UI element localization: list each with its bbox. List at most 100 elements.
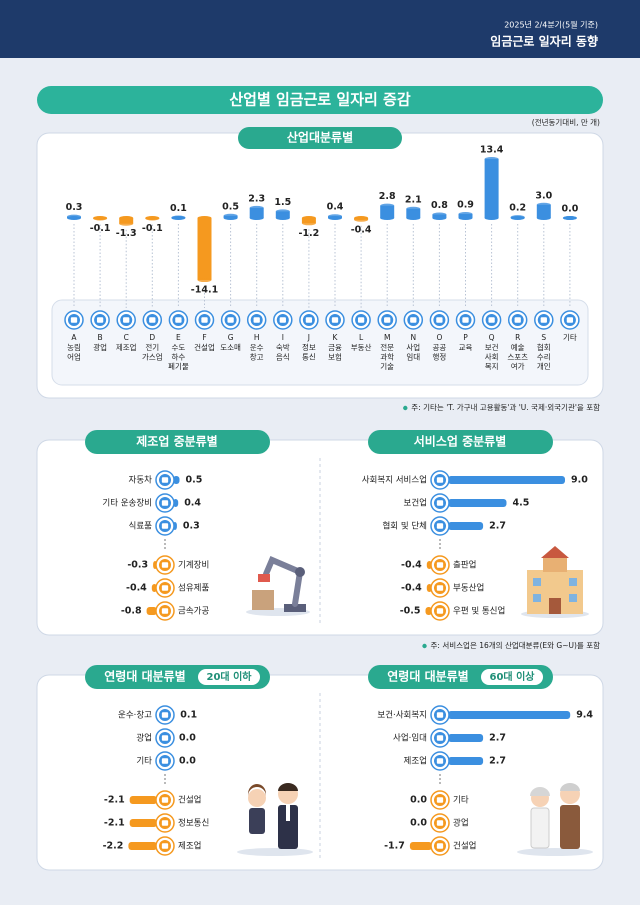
icon: [540, 317, 547, 323]
bar-cap: [458, 212, 473, 217]
category-label: 사업·임대: [393, 733, 427, 744]
icon: [384, 317, 391, 323]
icon: [436, 797, 444, 803]
category-label: 정보통신: [178, 818, 209, 829]
value-label: -1.3: [116, 228, 137, 239]
bar: [448, 711, 571, 719]
category-name: 전기: [145, 342, 159, 352]
category-code: K: [333, 333, 339, 342]
category-name: 운수: [250, 343, 264, 352]
icon: [566, 317, 574, 323]
category-code: A: [71, 333, 77, 342]
icon: [161, 585, 169, 591]
icon: [161, 608, 169, 614]
young-people-illustration: [237, 783, 313, 856]
category-label: 식료품: [129, 522, 153, 532]
category-code: J: [307, 333, 310, 342]
category-name: 보험: [328, 353, 342, 362]
ellipsis-dot: [439, 539, 441, 541]
icon: [305, 317, 313, 323]
value-label: 0.0: [179, 756, 196, 767]
icon: [161, 735, 169, 741]
value-label: -14.1: [191, 285, 218, 296]
category-name: 하수: [171, 352, 185, 362]
category-name: 음식: [276, 353, 290, 362]
icon: [331, 317, 339, 323]
icon: [227, 317, 234, 323]
category-name: 통신: [302, 353, 316, 362]
value-label: 0.8: [431, 200, 448, 211]
category-name: 행정: [432, 352, 446, 362]
category-code: Q: [489, 333, 495, 342]
category-name: 금융: [328, 343, 342, 352]
category-name: 복지: [485, 362, 499, 371]
icon: [253, 317, 260, 323]
value-label: -0.8: [121, 606, 142, 617]
value-label: -0.1: [142, 223, 163, 234]
icon: [70, 317, 78, 323]
header-bar: [0, 0, 640, 58]
panel-title: 산업대분류별: [287, 130, 353, 145]
category-label: 기타 운송장비: [102, 498, 152, 509]
value-label: 0.1: [170, 203, 187, 214]
icon: [436, 712, 444, 718]
bar: [128, 842, 157, 850]
value-label: 0.9: [457, 200, 474, 211]
value-label: 9.4: [576, 710, 593, 721]
value-label: 0.2: [509, 203, 526, 214]
icon: [161, 758, 169, 764]
category-code: E: [176, 333, 181, 342]
value-label: 0.4: [184, 498, 201, 509]
value-label: -0.4: [126, 583, 147, 594]
icon: [149, 317, 156, 323]
value-label: -0.5: [400, 606, 421, 617]
bar: [448, 734, 484, 742]
bar: [380, 205, 395, 218]
bar: [129, 796, 157, 804]
unit: (전년동기대비, 만 개): [532, 117, 600, 127]
category-name: 수리: [537, 353, 551, 362]
bar-cap: [380, 203, 395, 208]
category-name: 폐기물: [168, 361, 189, 371]
icon: [123, 317, 130, 323]
value-label: 0.4: [327, 202, 344, 213]
value-label: 2.1: [405, 194, 422, 205]
value-label: 0.1: [180, 710, 197, 721]
icon: [161, 843, 169, 849]
bar: [173, 476, 180, 484]
value-label: 0.0: [410, 818, 427, 829]
value-label: -1.2: [299, 228, 320, 239]
icon: [436, 317, 443, 323]
category-name: 기타: [563, 333, 577, 342]
icon: [161, 820, 169, 826]
bar-cap: [223, 213, 238, 218]
icon: [436, 843, 444, 849]
senior-people-illustration: [517, 783, 593, 856]
main-title: 산업별 임금근로 일자리 증감: [229, 91, 410, 109]
value-label: 0.0: [561, 204, 578, 215]
ellipsis-dot: [164, 774, 166, 776]
icon: [436, 608, 444, 614]
note: 주: 기타는 'T. 가구내 고용활동'과 'U. 국제·외국기관'을 포함: [411, 402, 600, 412]
icon: [436, 523, 444, 529]
category-code: B: [98, 333, 103, 342]
bar: [301, 218, 316, 224]
icon: [161, 523, 169, 529]
value-label: -0.4: [401, 583, 422, 594]
category-name: 숙박: [276, 342, 290, 352]
bar-cap: [510, 215, 525, 220]
category-label: 건설업: [178, 795, 201, 806]
category-name: 사업: [406, 343, 420, 352]
category-name: 임대: [406, 353, 420, 362]
category-name: 도소매: [220, 343, 241, 352]
value-label: -1.7: [384, 841, 405, 852]
category-name: 광업: [93, 342, 107, 352]
category-name: 사회: [485, 353, 499, 362]
category-code: D: [149, 333, 155, 342]
icon: [357, 317, 365, 323]
icon: [436, 758, 444, 764]
category-label: 협회 및 단체: [382, 521, 427, 532]
category-name: 예술: [511, 342, 525, 352]
category-label: 기계장비: [178, 560, 209, 571]
